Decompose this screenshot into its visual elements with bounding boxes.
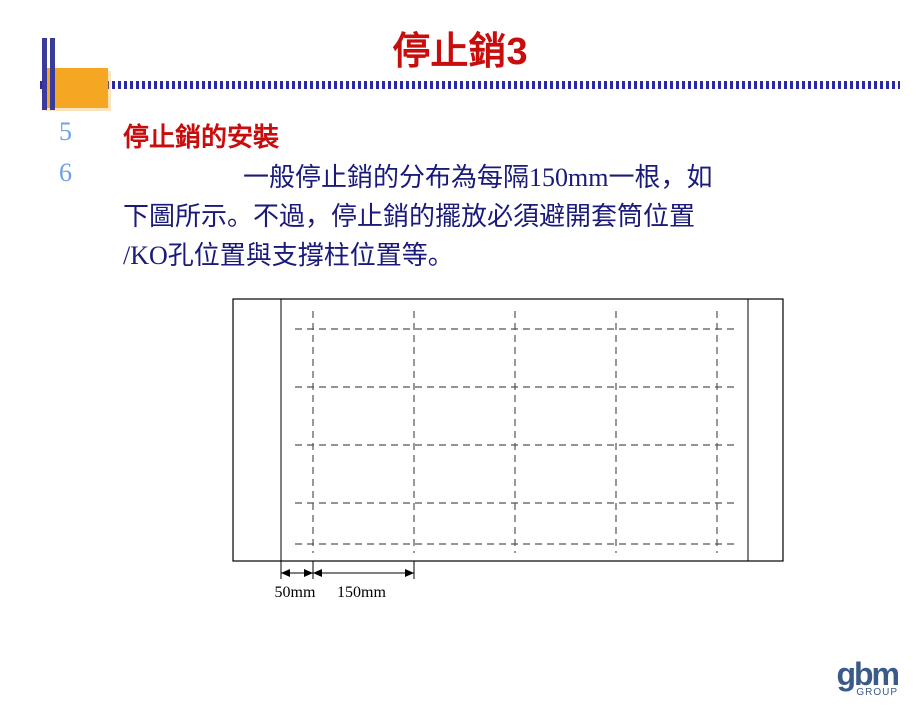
- bullet-row-6: 6 一般停止銷的分布為每隔150mm一根，如 下圖所示。不過，停止銷的擺放必須避…: [55, 158, 865, 275]
- bullet-number: 5: [55, 117, 123, 147]
- title-number: 3: [506, 31, 527, 73]
- title-underline: [40, 81, 900, 89]
- page-title: 停止銷3: [0, 20, 920, 75]
- stop-pin-diagram: 50mm 150mm: [225, 295, 795, 625]
- corner-decoration: [42, 38, 108, 110]
- title-text: 停止銷: [392, 31, 506, 73]
- section-heading: 停止銷的安裝: [123, 117, 279, 154]
- brand-logo: gbm GROUP: [836, 656, 898, 698]
- body-line: 一般停止銷的分布為每隔150mm一根，如: [243, 163, 712, 192]
- body-line: 下圖所示。不過，停止銷的擺放必須避開套筒位置: [123, 202, 695, 231]
- diagram-container: 50mm 150mm: [225, 295, 865, 630]
- svg-text:150mm: 150mm: [337, 584, 390, 601]
- content-area: 5 停止銷的安裝 6 一般停止銷的分布為每隔150mm一根，如 下圖所示。不過，…: [55, 117, 865, 630]
- body-paragraph: 一般停止銷的分布為每隔150mm一根，如 下圖所示。不過，停止銷的擺放必須避開套…: [123, 158, 865, 275]
- bullet-row-5: 5 停止銷的安裝: [55, 117, 865, 154]
- bullet-number: 6: [55, 158, 123, 188]
- body-line: /KO孔位置與支撐柱位置等。: [123, 241, 454, 270]
- svg-text:50mm: 50mm: [275, 584, 320, 601]
